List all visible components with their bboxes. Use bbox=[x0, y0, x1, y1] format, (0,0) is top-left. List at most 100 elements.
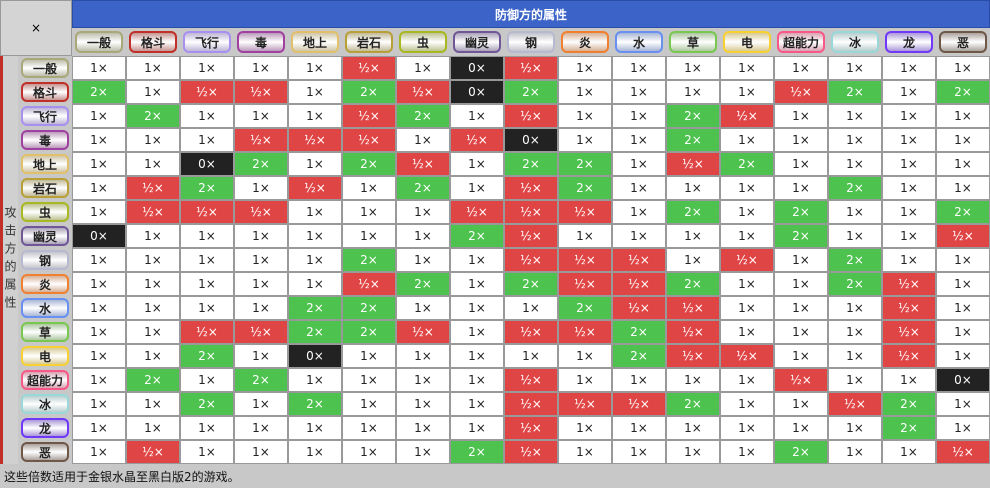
col-header: 草 bbox=[669, 31, 717, 53]
cell: 1× bbox=[126, 224, 180, 248]
cell: 1× bbox=[72, 368, 126, 392]
cell: 1× bbox=[720, 200, 774, 224]
row-header: 电 bbox=[21, 346, 69, 366]
cell: 1× bbox=[126, 80, 180, 104]
col-header: 岩石 bbox=[345, 31, 393, 53]
cell: 1× bbox=[288, 104, 342, 128]
cell: ½× bbox=[882, 344, 936, 368]
cell: 1× bbox=[612, 368, 666, 392]
cell: 1× bbox=[450, 152, 504, 176]
cell: 1× bbox=[450, 296, 504, 320]
row-header: 超能力 bbox=[21, 370, 69, 390]
cell: 2× bbox=[450, 440, 504, 464]
cell: 1× bbox=[234, 296, 288, 320]
cell: 1× bbox=[612, 416, 666, 440]
cell: 1× bbox=[288, 272, 342, 296]
cell: 2× bbox=[180, 176, 234, 200]
cell: 1× bbox=[882, 176, 936, 200]
cell: 1× bbox=[936, 272, 990, 296]
row-header: 冰 bbox=[21, 394, 69, 414]
cell: 1× bbox=[774, 152, 828, 176]
cell: 2× bbox=[234, 368, 288, 392]
cell: 2× bbox=[342, 80, 396, 104]
cell: 2× bbox=[882, 392, 936, 416]
cell: 2× bbox=[396, 176, 450, 200]
cell: 1× bbox=[342, 416, 396, 440]
cell: 1× bbox=[342, 200, 396, 224]
cell: ½× bbox=[666, 320, 720, 344]
cell: 0× bbox=[936, 368, 990, 392]
row-header: 水 bbox=[21, 298, 69, 318]
cell: 1× bbox=[234, 344, 288, 368]
cell: 1× bbox=[720, 128, 774, 152]
cell: 1× bbox=[882, 368, 936, 392]
cell: ½× bbox=[234, 200, 288, 224]
cell: 2× bbox=[126, 368, 180, 392]
cell: 2× bbox=[396, 104, 450, 128]
cell: 1× bbox=[882, 80, 936, 104]
row-header: 龙 bbox=[21, 418, 69, 438]
cell: 1× bbox=[234, 392, 288, 416]
cell: ½× bbox=[180, 80, 234, 104]
col-header: 龙 bbox=[885, 31, 933, 53]
cell: 1× bbox=[828, 104, 882, 128]
cell: ½× bbox=[666, 152, 720, 176]
cell: 1× bbox=[666, 56, 720, 80]
row-header: 炎 bbox=[21, 274, 69, 294]
cell: 2× bbox=[720, 152, 774, 176]
cell: 1× bbox=[558, 416, 612, 440]
cell: 0× bbox=[450, 56, 504, 80]
cell: 2× bbox=[288, 320, 342, 344]
cell: 1× bbox=[396, 56, 450, 80]
cell: ½× bbox=[558, 392, 612, 416]
cell: 1× bbox=[288, 56, 342, 80]
row-header: 飞行 bbox=[21, 106, 69, 126]
cell: 1× bbox=[450, 368, 504, 392]
cell: 1× bbox=[72, 128, 126, 152]
cell: 1× bbox=[396, 248, 450, 272]
cell: 1× bbox=[72, 152, 126, 176]
col-header: 飞行 bbox=[183, 31, 231, 53]
cell: 1× bbox=[450, 272, 504, 296]
cell: 1× bbox=[936, 176, 990, 200]
cell: 1× bbox=[72, 272, 126, 296]
cell: 1× bbox=[72, 176, 126, 200]
cell: 2× bbox=[774, 200, 828, 224]
cell: 1× bbox=[234, 416, 288, 440]
cell: 1× bbox=[396, 128, 450, 152]
cell: 2× bbox=[504, 80, 558, 104]
cell: 1× bbox=[936, 56, 990, 80]
cell: 1× bbox=[936, 104, 990, 128]
cell: ½× bbox=[558, 200, 612, 224]
cell: 1× bbox=[828, 200, 882, 224]
cell: 1× bbox=[828, 440, 882, 464]
cell: 1× bbox=[612, 200, 666, 224]
cell: 1× bbox=[72, 440, 126, 464]
col-header: 虫 bbox=[399, 31, 447, 53]
cell: 1× bbox=[558, 224, 612, 248]
cell: 2× bbox=[558, 176, 612, 200]
col-header: 钢 bbox=[507, 31, 555, 53]
cell: 1× bbox=[180, 56, 234, 80]
cell: 1× bbox=[180, 296, 234, 320]
cell: ½× bbox=[504, 248, 558, 272]
row-header: 毒 bbox=[21, 130, 69, 150]
cell: 1× bbox=[180, 272, 234, 296]
cell: ½× bbox=[288, 128, 342, 152]
cell: 1× bbox=[450, 416, 504, 440]
cell: 1× bbox=[882, 56, 936, 80]
cell: 1× bbox=[774, 416, 828, 440]
cell: 1× bbox=[828, 56, 882, 80]
cell: 1× bbox=[288, 440, 342, 464]
cell: 2× bbox=[180, 392, 234, 416]
cell: 2× bbox=[936, 80, 990, 104]
cell: 1× bbox=[720, 56, 774, 80]
cell: 1× bbox=[612, 440, 666, 464]
cell: ½× bbox=[504, 56, 558, 80]
cell: 1× bbox=[828, 128, 882, 152]
cell: 2× bbox=[234, 152, 288, 176]
cell: ½× bbox=[774, 80, 828, 104]
cell: ½× bbox=[504, 224, 558, 248]
row-header: 一般 bbox=[21, 58, 69, 78]
cell: 1× bbox=[450, 176, 504, 200]
